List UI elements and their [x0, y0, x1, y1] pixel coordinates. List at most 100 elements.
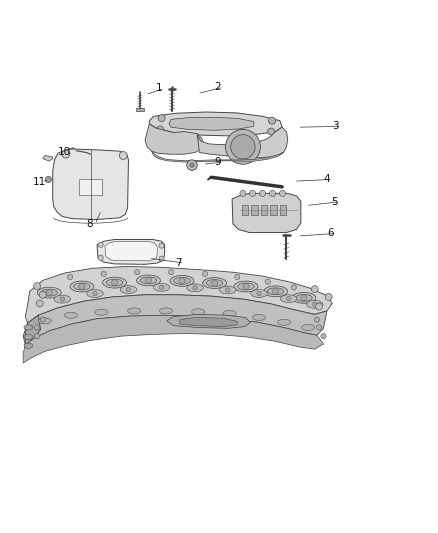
Text: 2: 2 [215, 82, 221, 92]
Ellipse shape [170, 276, 194, 286]
Polygon shape [145, 124, 204, 154]
Text: 7: 7 [176, 258, 182, 268]
Ellipse shape [302, 325, 315, 330]
Circle shape [134, 270, 140, 275]
Ellipse shape [280, 295, 297, 303]
Circle shape [321, 334, 326, 339]
Circle shape [159, 256, 164, 261]
Ellipse shape [159, 308, 173, 314]
Polygon shape [66, 148, 76, 155]
Ellipse shape [39, 318, 51, 324]
Circle shape [179, 278, 185, 284]
Circle shape [98, 242, 103, 247]
Ellipse shape [267, 288, 284, 295]
Circle shape [35, 325, 40, 330]
Ellipse shape [278, 319, 291, 325]
Text: 1: 1 [156, 83, 162, 93]
Polygon shape [232, 193, 301, 232]
Circle shape [62, 150, 70, 158]
Ellipse shape [238, 283, 254, 290]
Text: 5: 5 [331, 197, 338, 207]
Ellipse shape [191, 309, 205, 315]
Polygon shape [197, 127, 288, 158]
Circle shape [36, 300, 43, 307]
Circle shape [268, 128, 275, 135]
Circle shape [259, 190, 265, 197]
Ellipse shape [251, 289, 267, 297]
Polygon shape [261, 205, 267, 215]
Ellipse shape [140, 277, 157, 284]
Ellipse shape [54, 295, 71, 303]
Ellipse shape [70, 281, 94, 292]
Circle shape [119, 151, 127, 159]
Circle shape [157, 126, 164, 133]
Circle shape [79, 284, 85, 289]
Circle shape [226, 288, 230, 292]
Circle shape [325, 294, 332, 301]
Polygon shape [105, 241, 157, 261]
Circle shape [202, 271, 208, 277]
Ellipse shape [174, 277, 190, 284]
Ellipse shape [219, 286, 236, 294]
Ellipse shape [41, 289, 57, 296]
Polygon shape [25, 266, 332, 323]
Ellipse shape [187, 284, 203, 292]
Circle shape [240, 190, 246, 197]
Circle shape [250, 190, 255, 197]
Circle shape [272, 288, 279, 294]
Circle shape [316, 303, 322, 310]
Circle shape [314, 317, 320, 322]
Circle shape [40, 317, 46, 322]
Text: 6: 6 [327, 229, 334, 238]
Polygon shape [180, 318, 237, 327]
Ellipse shape [264, 286, 288, 297]
Text: 11: 11 [33, 176, 46, 187]
Circle shape [60, 297, 64, 301]
Circle shape [235, 274, 240, 279]
Text: 10: 10 [58, 147, 71, 157]
Ellipse shape [102, 277, 127, 288]
Polygon shape [53, 149, 128, 220]
Circle shape [313, 302, 317, 306]
Ellipse shape [127, 308, 141, 314]
Circle shape [187, 160, 197, 171]
Circle shape [93, 292, 97, 296]
Circle shape [98, 255, 103, 261]
Circle shape [243, 284, 249, 289]
Ellipse shape [223, 310, 236, 317]
Polygon shape [79, 180, 102, 195]
Circle shape [317, 325, 322, 330]
Circle shape [67, 274, 73, 279]
Ellipse shape [37, 287, 61, 298]
Polygon shape [152, 151, 283, 162]
Circle shape [268, 117, 276, 124]
Text: 9: 9 [215, 157, 221, 167]
Text: 8: 8 [86, 219, 93, 229]
Ellipse shape [24, 343, 33, 349]
Ellipse shape [203, 278, 226, 288]
Polygon shape [270, 205, 277, 215]
Circle shape [286, 296, 291, 301]
Ellipse shape [95, 309, 108, 315]
Polygon shape [23, 295, 327, 345]
Polygon shape [242, 205, 248, 215]
Circle shape [46, 289, 52, 296]
Ellipse shape [74, 283, 90, 290]
Circle shape [159, 285, 164, 289]
Circle shape [39, 292, 46, 298]
Text: 3: 3 [332, 122, 339, 131]
Circle shape [269, 190, 276, 197]
Polygon shape [169, 117, 254, 130]
Ellipse shape [292, 293, 316, 303]
Circle shape [126, 287, 131, 292]
Polygon shape [136, 108, 144, 111]
Circle shape [301, 295, 307, 301]
Polygon shape [23, 315, 323, 363]
Circle shape [279, 190, 286, 197]
Text: 4: 4 [323, 174, 330, 184]
Ellipse shape [64, 312, 78, 318]
Circle shape [291, 285, 297, 290]
Circle shape [311, 286, 318, 293]
Ellipse shape [153, 284, 170, 292]
Circle shape [46, 176, 51, 182]
